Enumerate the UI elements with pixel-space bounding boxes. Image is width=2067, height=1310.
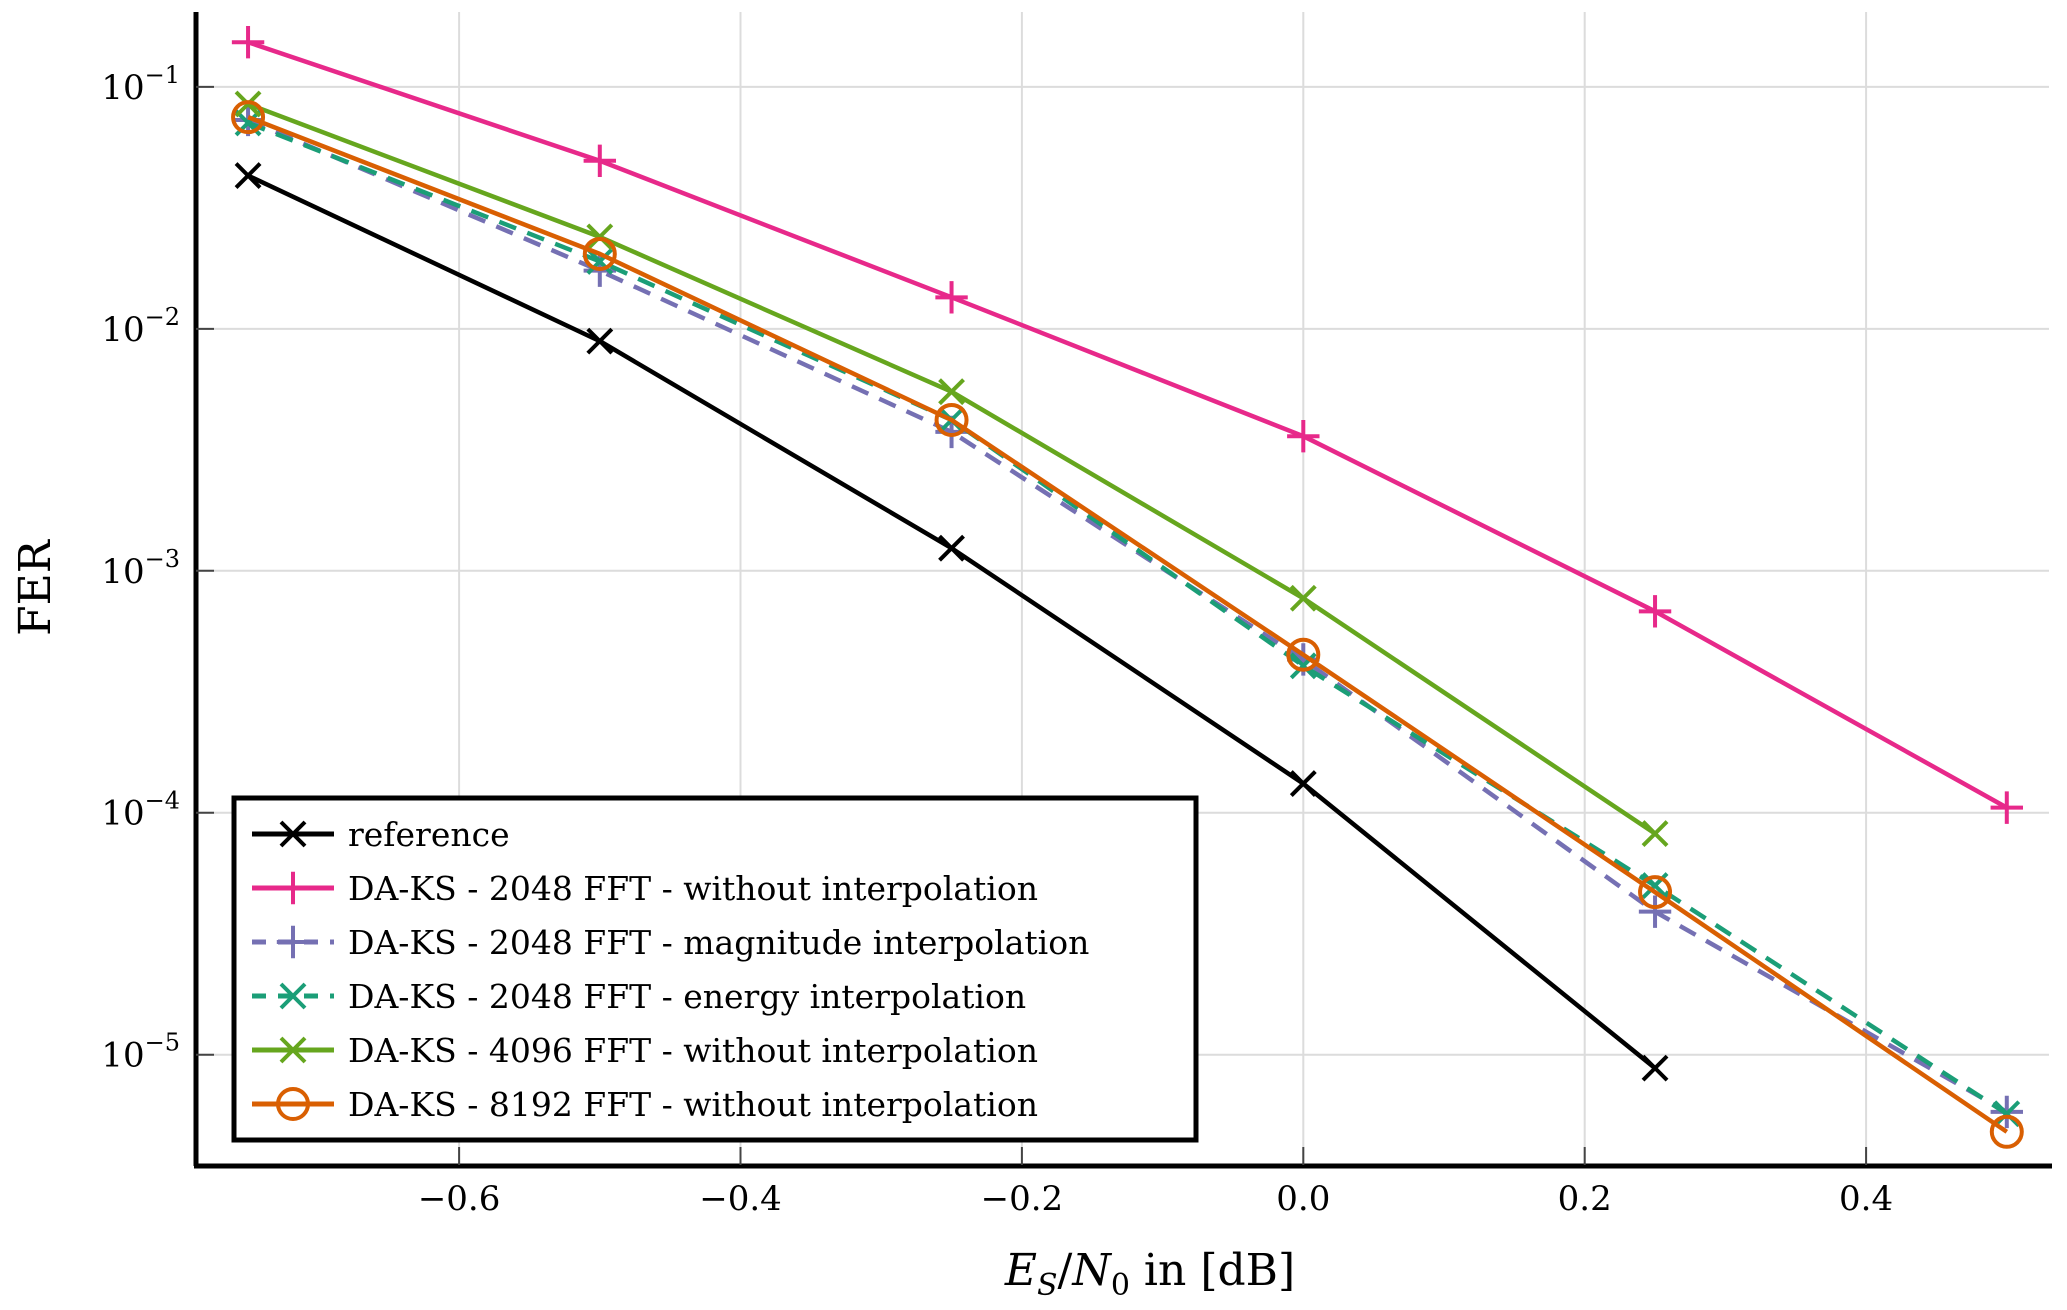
legend-item: DA-KS - 2048 FFT - magnitude interpolati… <box>252 923 1089 962</box>
data-point-circle <box>1286 637 1321 672</box>
x-axis-title-sub-0: 0 <box>1111 1268 1130 1303</box>
y-tick-label-exponent: −1 <box>145 61 180 89</box>
data-point-x <box>938 378 965 406</box>
data-point-circle <box>231 100 266 135</box>
y-tick-label-exponent: −2 <box>145 303 180 331</box>
data-point-circle <box>582 236 617 271</box>
series-line <box>247 120 2009 1116</box>
legend-label: reference <box>348 815 510 854</box>
x-tick-label: 0.4 <box>1839 1179 1893 1219</box>
y-tick-label-base: 10 <box>101 1036 144 1076</box>
legend-marker-circle <box>276 1087 310 1121</box>
series-1 <box>231 26 2023 824</box>
x-axis-title-rest: in [dB] <box>1130 1245 1295 1296</box>
y-axis-title: FER <box>10 538 61 636</box>
series-0 <box>234 162 1669 1082</box>
y-tick-label-base: 10 <box>101 552 144 592</box>
x-tick-label: −0.6 <box>418 1179 501 1219</box>
legend-marker-plus <box>276 871 310 905</box>
legend-label: DA-KS - 2048 FFT - energy interpolation <box>348 977 1026 1016</box>
legend-label: DA-KS - 4096 FFT - without interpolation <box>348 1031 1038 1070</box>
legend: reference DA-KS - 2048 FFT - without inte… <box>231 795 1199 1143</box>
y-tick-label-exponent: −3 <box>145 545 180 573</box>
data-point-x <box>1993 1100 2021 1128</box>
data-point-plus <box>1638 595 1672 628</box>
data-point-x <box>1641 820 1669 848</box>
ticks: −0.6 −0.4 −0.2 0.0 0.2 0.410−110−210−310−410−… <box>101 61 1893 1219</box>
axes <box>193 12 2052 1169</box>
series-line <box>247 115 2009 1134</box>
data-point-x <box>586 223 614 251</box>
legend-marker-x <box>279 820 307 848</box>
data-point-x <box>1289 584 1317 612</box>
y-tick-label: 10−2 <box>101 303 180 350</box>
data-point-circle <box>934 403 969 438</box>
x-tick-label: −0.2 <box>981 1179 1064 1219</box>
y-tick-label-base: 10 <box>101 794 144 834</box>
series-layer <box>231 26 2024 1149</box>
x-axis-title-sub-s: S <box>1037 1268 1058 1303</box>
legend-marker-x <box>279 982 307 1010</box>
y-tick-label: 10−4 <box>101 787 180 834</box>
data-point-x <box>586 248 614 275</box>
y-tick-label: 10−1 <box>101 61 180 108</box>
x-axis-title-n: N <box>1071 1245 1112 1296</box>
y-tick-label-base: 10 <box>101 68 144 108</box>
legend-label: DA-KS - 8192 FFT - without interpolation <box>348 1085 1038 1124</box>
legend-label: DA-KS - 2048 FFT - without interpolation <box>348 869 1038 908</box>
x-axis-title: ES/N0 in [dB] <box>1004 1245 1295 1303</box>
legend-item: DA-KS - 2048 FFT - without interpolation <box>252 869 1038 908</box>
data-point-x <box>234 162 262 190</box>
y-tick-label: 10−5 <box>101 1029 180 1076</box>
legend-item: DA-KS - 2048 FFT - energy interpolation <box>252 977 1026 1016</box>
data-point-circle <box>1989 1114 2024 1149</box>
series-5 <box>231 100 2024 1149</box>
data-point-plus <box>1990 791 2023 824</box>
data-point-plus <box>583 144 617 178</box>
legend-box <box>231 795 1199 1143</box>
x-tick-label: 0.2 <box>1558 1179 1612 1219</box>
data-point-x <box>586 327 614 355</box>
legend-marker-plus <box>276 925 310 959</box>
data-point-x <box>1641 1054 1669 1082</box>
y-tick-label: 10−3 <box>101 545 180 592</box>
data-point-plus <box>1638 895 1672 928</box>
x-axis-title-slash: / <box>1058 1245 1073 1296</box>
series-line <box>247 117 2008 1114</box>
y-tick-label-base: 10 <box>101 310 144 350</box>
x-tick-label: 0.0 <box>1276 1179 1330 1219</box>
legend-item: DA-KS - 8192 FFT - without interpolation <box>252 1085 1038 1124</box>
data-point-x <box>1289 770 1317 797</box>
data-point-x <box>938 534 965 562</box>
legend-label: DA-KS - 2048 FFT - magnitude interpolati… <box>348 923 1089 962</box>
data-point-plus <box>1287 420 1320 453</box>
data-point-circle <box>1638 875 1673 910</box>
legend-item: reference <box>252 815 510 854</box>
legend-marker-x <box>279 1036 307 1064</box>
x-axis-title-e: E <box>1004 1245 1037 1296</box>
y-tick-label-exponent: −5 <box>145 1029 180 1057</box>
y-tick-label-exponent: −4 <box>145 787 180 815</box>
data-point-plus <box>231 26 265 59</box>
legend-item: DA-KS - 4096 FFT - without interpolation <box>252 1031 1038 1070</box>
series-line <box>247 40 2008 810</box>
data-point-plus <box>935 281 968 314</box>
x-tick-label: −0.4 <box>699 1179 782 1219</box>
